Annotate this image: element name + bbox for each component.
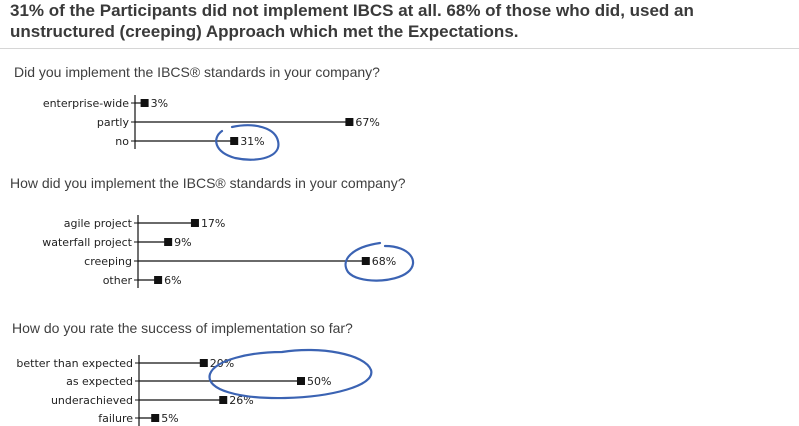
highlight-circle-no <box>215 124 280 161</box>
bar-marker <box>297 377 305 385</box>
chart-3: How do you rate the success of implement… <box>12 320 353 426</box>
bar-marker <box>345 118 354 126</box>
bar-marker <box>230 137 239 145</box>
value-label: 50% <box>307 375 331 388</box>
value-label: 3% <box>151 97 168 110</box>
bar-marker <box>361 257 370 265</box>
category-label: other <box>103 274 133 287</box>
bar-marker <box>151 414 160 422</box>
chart-3-title: How do you rate the success of implement… <box>12 320 353 336</box>
category-label: waterfall project <box>42 236 132 249</box>
headline: 31% of the Participants did not implemen… <box>10 1 694 41</box>
bar-marker <box>219 396 228 404</box>
category-label: enterprise-wide <box>43 97 129 110</box>
bar-marker <box>164 238 173 246</box>
bar-marker <box>190 219 199 227</box>
category-label: better than expected <box>16 357 133 370</box>
highlight-circle-creeping <box>344 241 415 282</box>
chart-2: How did you implement the IBCS® standard… <box>10 175 406 288</box>
category-label: underachieved <box>51 394 133 407</box>
category-label: creeping <box>84 255 132 268</box>
chart-1: Did you implement the IBCS® standards in… <box>14 64 380 149</box>
headline-divider <box>0 48 799 49</box>
value-label: 31% <box>240 135 264 148</box>
bar-marker <box>140 99 149 107</box>
category-label: agile project <box>64 217 133 230</box>
highlight-circle-expected <box>208 348 373 400</box>
bar-marker <box>199 359 208 367</box>
value-label: 6% <box>164 274 181 287</box>
bar-marker <box>154 276 163 284</box>
category-label: failure <box>98 412 133 425</box>
value-label: 9% <box>174 236 191 249</box>
value-label: 68% <box>372 255 396 268</box>
category-label: no <box>115 135 129 148</box>
category-label: partly <box>97 116 130 129</box>
chart-1-title: Did you implement the IBCS® standards in… <box>14 64 380 80</box>
chart-2-title: How did you implement the IBCS® standard… <box>10 175 406 191</box>
value-label: 67% <box>355 116 379 129</box>
value-label: 5% <box>161 412 178 425</box>
value-label: 17% <box>201 217 225 230</box>
category-label: as expected <box>66 375 133 388</box>
